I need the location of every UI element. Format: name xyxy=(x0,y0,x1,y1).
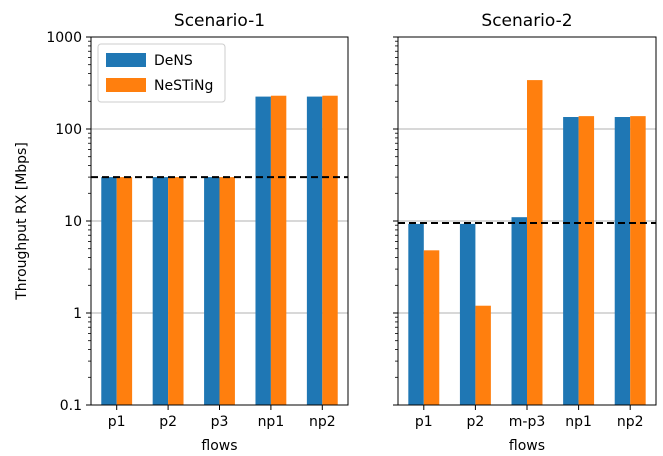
bar-nesting-np1 xyxy=(578,116,595,405)
x-tick-label: np2 xyxy=(617,414,644,430)
y-tick-label: 10 xyxy=(64,214,82,230)
bar-dens-p3 xyxy=(204,177,220,405)
x-tick-label: p1 xyxy=(415,414,433,430)
bar-nesting-p1 xyxy=(116,177,133,405)
y-tick-label: 0.1 xyxy=(60,398,82,414)
bar-nesting-m-p3 xyxy=(527,80,543,405)
x-axis-label: flows xyxy=(509,438,545,454)
bar-nesting-np2 xyxy=(322,95,338,405)
bar-dens-np2 xyxy=(614,117,631,406)
bar-nesting-p1 xyxy=(423,250,440,405)
bar-nesting-p2 xyxy=(168,177,184,405)
axis-ticks: p1 p2 m-p3 np1 np2 xyxy=(393,36,644,430)
panel-scenario-1: 0.1 1 10 100 1000 p1 p2 p3 np1 np2 Scenario-1 flo… xyxy=(14,11,349,454)
bar-nesting-np1 xyxy=(270,95,287,405)
bar-dens-p2 xyxy=(152,177,169,405)
x-tick-label: np1 xyxy=(258,414,285,430)
bar-nesting-p3 xyxy=(219,177,235,405)
x-tick-label: p2 xyxy=(467,414,485,430)
y-tick-label: 1000 xyxy=(46,30,82,46)
panel-scenario-2: p1 p2 m-p3 np1 np2 Scenario-2 flows xyxy=(393,11,657,454)
x-axis-label: flows xyxy=(201,438,237,454)
legend: DeNS NeSTiNg xyxy=(97,43,226,103)
legend-label-dens: DeNS xyxy=(154,53,193,69)
y-axis-label: Throughput RX [Mbps] xyxy=(14,142,30,301)
bar-dens-p1 xyxy=(408,223,424,405)
bar-dens-m-p3 xyxy=(511,217,527,405)
axis-ticks: 0.1 1 10 100 1000 p1 p2 p3 np1 np2 xyxy=(46,30,335,430)
legend-swatch-nesting xyxy=(106,78,146,92)
x-tick-label: np1 xyxy=(565,414,592,430)
x-tick-label: np2 xyxy=(309,414,336,430)
y-tick-label: 100 xyxy=(55,122,82,138)
bars xyxy=(101,95,338,405)
chart-title: Scenario-1 xyxy=(174,11,265,31)
legend-swatch-dens xyxy=(106,53,146,67)
bar-dens-np1 xyxy=(563,117,579,406)
x-tick-label: p1 xyxy=(108,414,126,430)
bar-dens-p2 xyxy=(459,223,476,405)
bar-nesting-p2 xyxy=(475,305,491,405)
x-tick-label: p2 xyxy=(159,414,177,430)
chart-title: Scenario-2 xyxy=(481,11,572,31)
bar-dens-p1 xyxy=(101,177,117,405)
bar-dens-np1 xyxy=(255,96,271,405)
bar-dens-np2 xyxy=(306,96,323,405)
legend-label-nesting: NeSTiNg xyxy=(154,78,213,94)
x-tick-label: p3 xyxy=(211,414,229,430)
y-tick-label: 1 xyxy=(73,306,82,322)
bar-nesting-np2 xyxy=(630,116,646,405)
bars xyxy=(408,80,646,406)
x-tick-label: m-p3 xyxy=(509,414,545,430)
